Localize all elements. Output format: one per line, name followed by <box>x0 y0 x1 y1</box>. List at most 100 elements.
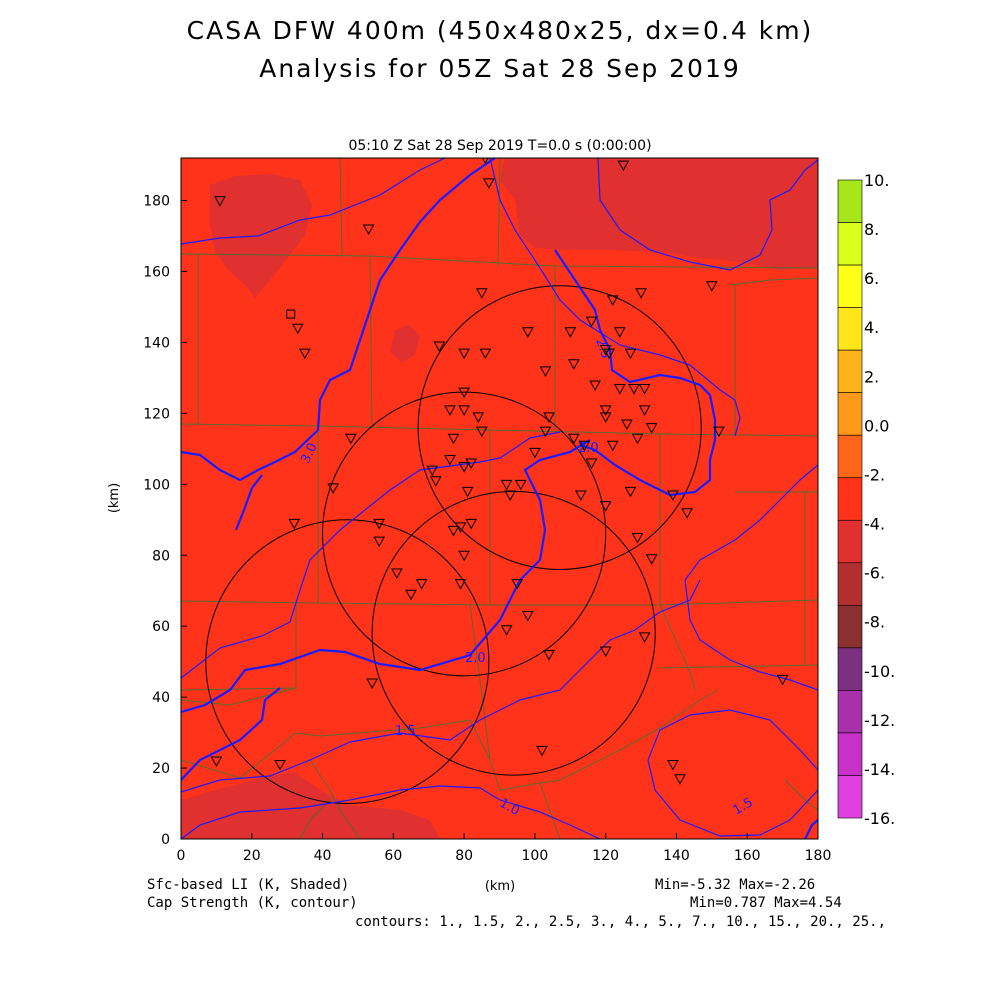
shaded-minmax: Min=-5.32 Max=-2.26 <box>655 877 816 893</box>
station-marker <box>500 479 513 491</box>
station-marker <box>475 288 488 299</box>
station-marker <box>631 433 644 445</box>
station-marker <box>603 348 616 360</box>
station-marker <box>638 632 651 643</box>
station-marker <box>705 281 718 292</box>
radar-ring <box>417 285 702 570</box>
cap-contours-bold <box>181 158 818 839</box>
station-marker <box>543 412 555 423</box>
x-tick-label: 20 <box>243 848 261 864</box>
station-marker <box>681 508 693 519</box>
station-marker <box>504 490 516 501</box>
x-tick-label: 180 <box>805 848 832 864</box>
station-marker <box>521 327 534 338</box>
station-marker <box>613 327 626 338</box>
station-marker <box>567 433 580 445</box>
colorbar-swatch <box>837 392 863 436</box>
station-marker <box>429 476 442 487</box>
station-marker <box>454 522 467 533</box>
li-region-center-west <box>390 325 420 362</box>
y-tick-label: 140 <box>143 335 170 351</box>
colorbar-label: -12. <box>864 711 895 730</box>
x-tick-label: 120 <box>592 848 619 864</box>
colorbar-swatch <box>837 519 863 564</box>
contour-field-label: Cap Strength (K, contour) <box>147 895 358 911</box>
station-marker <box>479 348 492 360</box>
contour-label: 2.0 <box>578 441 599 456</box>
station-marker <box>529 447 541 459</box>
colorbar-label: -16. <box>864 809 895 828</box>
station-marker <box>426 465 439 477</box>
chart-subtitle: Analysis for 05Z Sat 28 Sep 2019 <box>259 54 741 83</box>
station-marker <box>447 433 460 445</box>
y-tick-label: 60 <box>152 619 170 635</box>
colorbar-swatch <box>837 647 863 691</box>
colorbar-label: -8. <box>864 613 885 632</box>
li-region-northeast <box>500 158 818 270</box>
station-marker <box>606 295 619 306</box>
colorbar-label: 4. <box>864 318 879 337</box>
station-marker <box>373 536 386 548</box>
colorbar-label: -10. <box>864 662 895 681</box>
colorbar-label: 0.0 <box>864 416 889 435</box>
station-marker <box>214 196 226 207</box>
shaded-max: -2.26 <box>773 877 816 893</box>
colorbar-swatch <box>837 264 863 308</box>
x-tick-label: 60 <box>384 848 402 864</box>
radar-rings <box>205 285 702 805</box>
station-marker <box>345 433 357 445</box>
y-tick-label: 80 <box>152 548 170 564</box>
station-marker <box>628 384 640 395</box>
y-tick-label: 0 <box>161 832 170 848</box>
x-tick-label: 160 <box>734 848 761 864</box>
county-boundaries <box>181 158 818 839</box>
station-marker <box>645 423 658 434</box>
radar-ring <box>205 519 490 805</box>
station-marker <box>578 440 591 452</box>
plot-frame <box>180 157 819 840</box>
y-axis: 0 20 40 60 80 100 120 140 160 180 <box>143 194 187 848</box>
station-marker <box>210 756 223 767</box>
colorbar: 10. 8. 6. 4. 2. 0.0 -2. -4. -6. -8. -10. -12. -14. -1… <box>837 171 895 828</box>
station-marker <box>415 579 428 590</box>
shaded-field-label: Sfc-based LI (K, Shaded) <box>147 877 350 893</box>
station-marker <box>454 579 467 590</box>
station-marker <box>599 646 612 658</box>
station-marker <box>539 426 552 438</box>
station-marker <box>447 525 460 537</box>
colorbar-swatch <box>837 775 863 819</box>
station-marker <box>624 348 637 360</box>
station-marker <box>472 412 485 423</box>
station-markers <box>210 158 789 785</box>
station-marker <box>461 486 474 498</box>
y-tick-label: 20 <box>152 761 170 777</box>
station-marker <box>291 323 304 335</box>
station-marker <box>483 178 495 189</box>
station-marker <box>514 479 527 491</box>
station-marker <box>667 760 679 771</box>
station-marker <box>776 674 789 686</box>
x-axis: 0 20 40 60 80 100 120 140 160 180 <box>177 833 832 864</box>
station-marker <box>589 380 601 392</box>
square-marker <box>286 309 296 319</box>
station-marker <box>274 760 286 771</box>
station-marker <box>458 348 470 360</box>
station-marker <box>713 426 725 438</box>
station-marker <box>536 745 548 757</box>
plot-time-label: 05:10 Z Sat 28 Sep 2019 T=0.0 s (0:00:00… <box>348 138 651 154</box>
colorbar-swatch <box>837 307 863 351</box>
y-tick-label: 180 <box>143 194 170 210</box>
station-marker <box>373 518 386 530</box>
contour-minmax: Min=0.787 Max=4.54 <box>690 895 842 911</box>
station-marker <box>465 518 478 530</box>
x-tick-label: 80 <box>455 848 473 864</box>
station-marker <box>599 412 612 423</box>
station-marker <box>606 440 619 452</box>
cap-contours-thin <box>181 158 818 839</box>
station-marker <box>585 316 598 328</box>
station-marker <box>599 345 612 356</box>
contour-label: 1.5 <box>395 724 416 739</box>
x-tick-label: 140 <box>663 848 690 864</box>
y-tick-label: 100 <box>143 477 170 493</box>
y-tick-label: 120 <box>143 406 170 422</box>
